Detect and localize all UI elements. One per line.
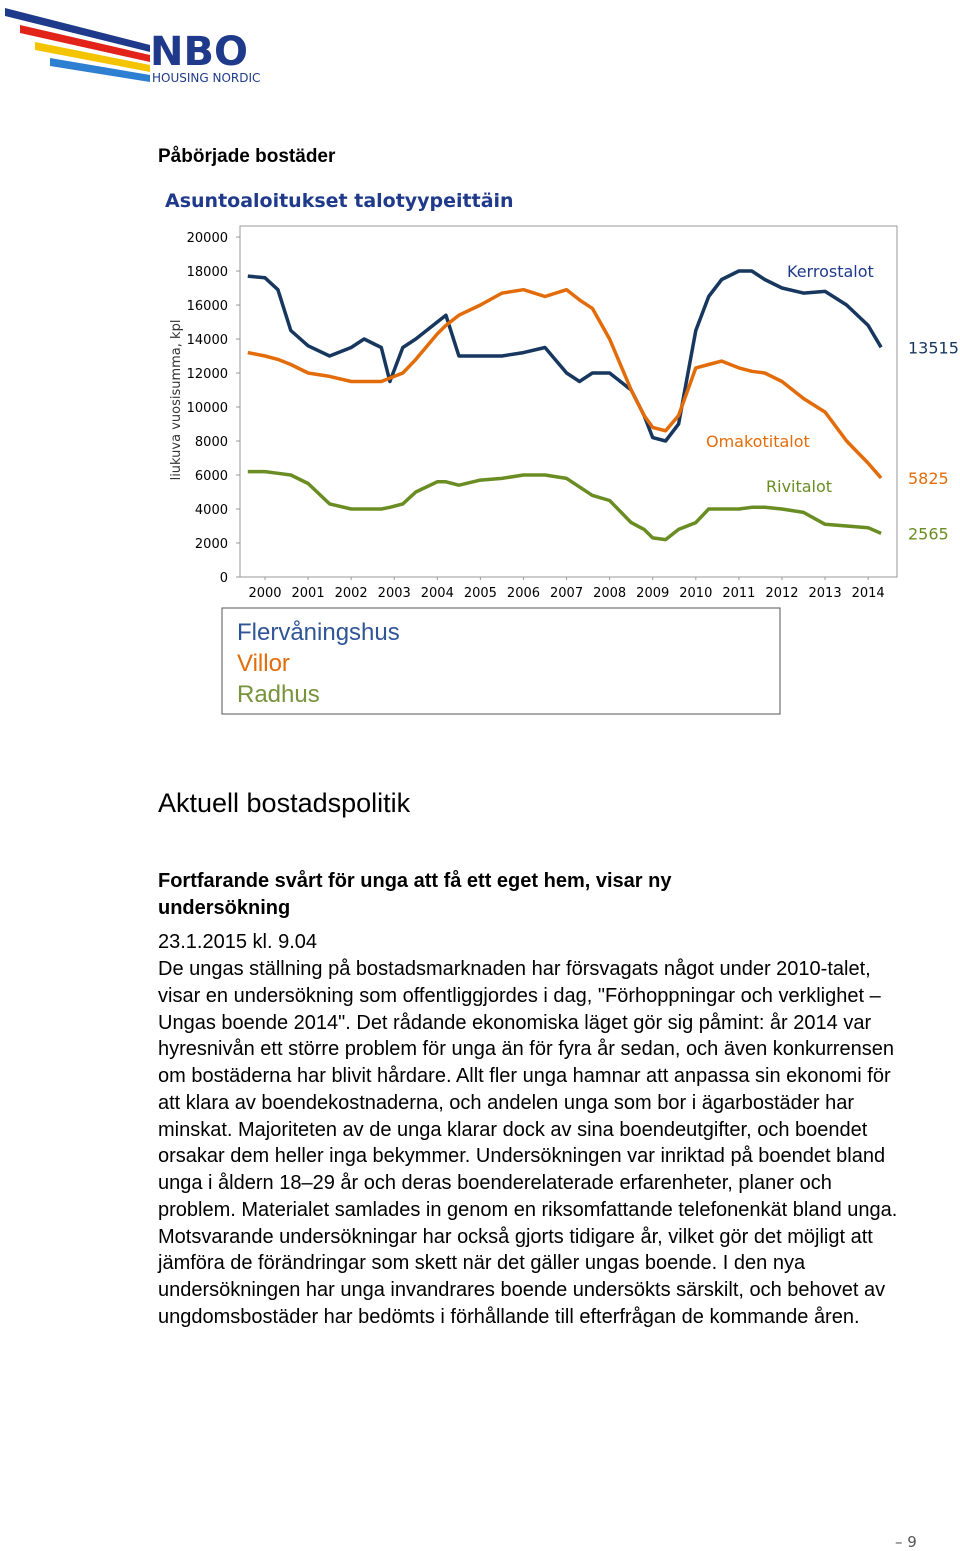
x-tick-label: 2007	[550, 586, 583, 601]
y-tick-label: 14000	[187, 333, 228, 348]
date: 23.1.2015 kl. 9.04	[158, 931, 318, 953]
x-tick-label: 2006	[507, 586, 540, 601]
end-value-label: 2565	[908, 524, 949, 543]
series-line	[247, 269, 883, 443]
legend-entry: Villor	[237, 650, 290, 677]
x-tick-label: 2010	[679, 586, 712, 601]
y-tick-label: 20000	[187, 231, 228, 246]
series-line	[247, 287, 883, 480]
headline: Fortfarande svårt för unga att få ett eg…	[158, 870, 672, 919]
x-tick-label: 2003	[378, 586, 411, 601]
logo: NBO	[150, 29, 248, 75]
x-tick-label: 2011	[722, 586, 755, 601]
y-tick-label: 12000	[187, 367, 228, 382]
x-tick-label: 2001	[292, 586, 325, 601]
page-number: – 9	[895, 1533, 917, 1551]
section-title: Påbörjade bostäder	[158, 146, 336, 167]
x-tick-label: 2013	[809, 586, 842, 601]
y-tick-label: 0	[220, 571, 228, 586]
logo-stripes	[5, 8, 150, 82]
series-label: Kerrostalot	[787, 262, 874, 281]
x-tick-label: 2000	[248, 586, 281, 601]
y-tick-label: 16000	[187, 299, 228, 314]
y-tick-label: 2000	[195, 537, 228, 552]
y-tick-label: 18000	[187, 265, 228, 280]
series-line	[247, 469, 882, 542]
y-tick-label: 8000	[195, 435, 228, 450]
plot-frame	[239, 225, 898, 578]
x-tick-label: 2009	[636, 586, 669, 601]
end-value-label: 13515	[908, 338, 959, 357]
x-tick-label: 2012	[765, 586, 798, 601]
logo-sub: HOUSING NORDIC	[152, 71, 260, 85]
x-tick-label: 2008	[593, 586, 626, 601]
legend-entry: Radhus	[237, 681, 320, 708]
chart-title: Asuntoaloitukset talotyypeittäin	[165, 190, 514, 212]
y-tick-label: 6000	[195, 469, 228, 484]
end-value-label: 5825	[908, 469, 949, 488]
y-tick-label: 4000	[195, 503, 228, 518]
x-tick-label: 2005	[464, 586, 497, 601]
body-text: De ungas ställning på bostadsmarknaden h…	[158, 958, 898, 1328]
y-tick-label: 10000	[187, 401, 228, 416]
x-tick-label: 2004	[421, 586, 454, 601]
x-tick-label: 2002	[335, 586, 368, 601]
series-label: Omakotitalot	[706, 432, 810, 451]
x-tick-label: 2014	[852, 586, 885, 601]
section-heading: Aktuell bostadspolitik	[158, 788, 411, 818]
page-number-value: 9	[907, 1533, 917, 1551]
legend-box	[221, 607, 781, 715]
y-axis-label: liukuva vuosisumma, kpl	[169, 320, 184, 481]
series-label: Rivitalot	[766, 477, 832, 496]
legend-entry: Flervåningshus	[237, 619, 400, 646]
figure: NBO HOUSING NORDIC Påbörjade bostäder As…	[5, 8, 959, 715]
